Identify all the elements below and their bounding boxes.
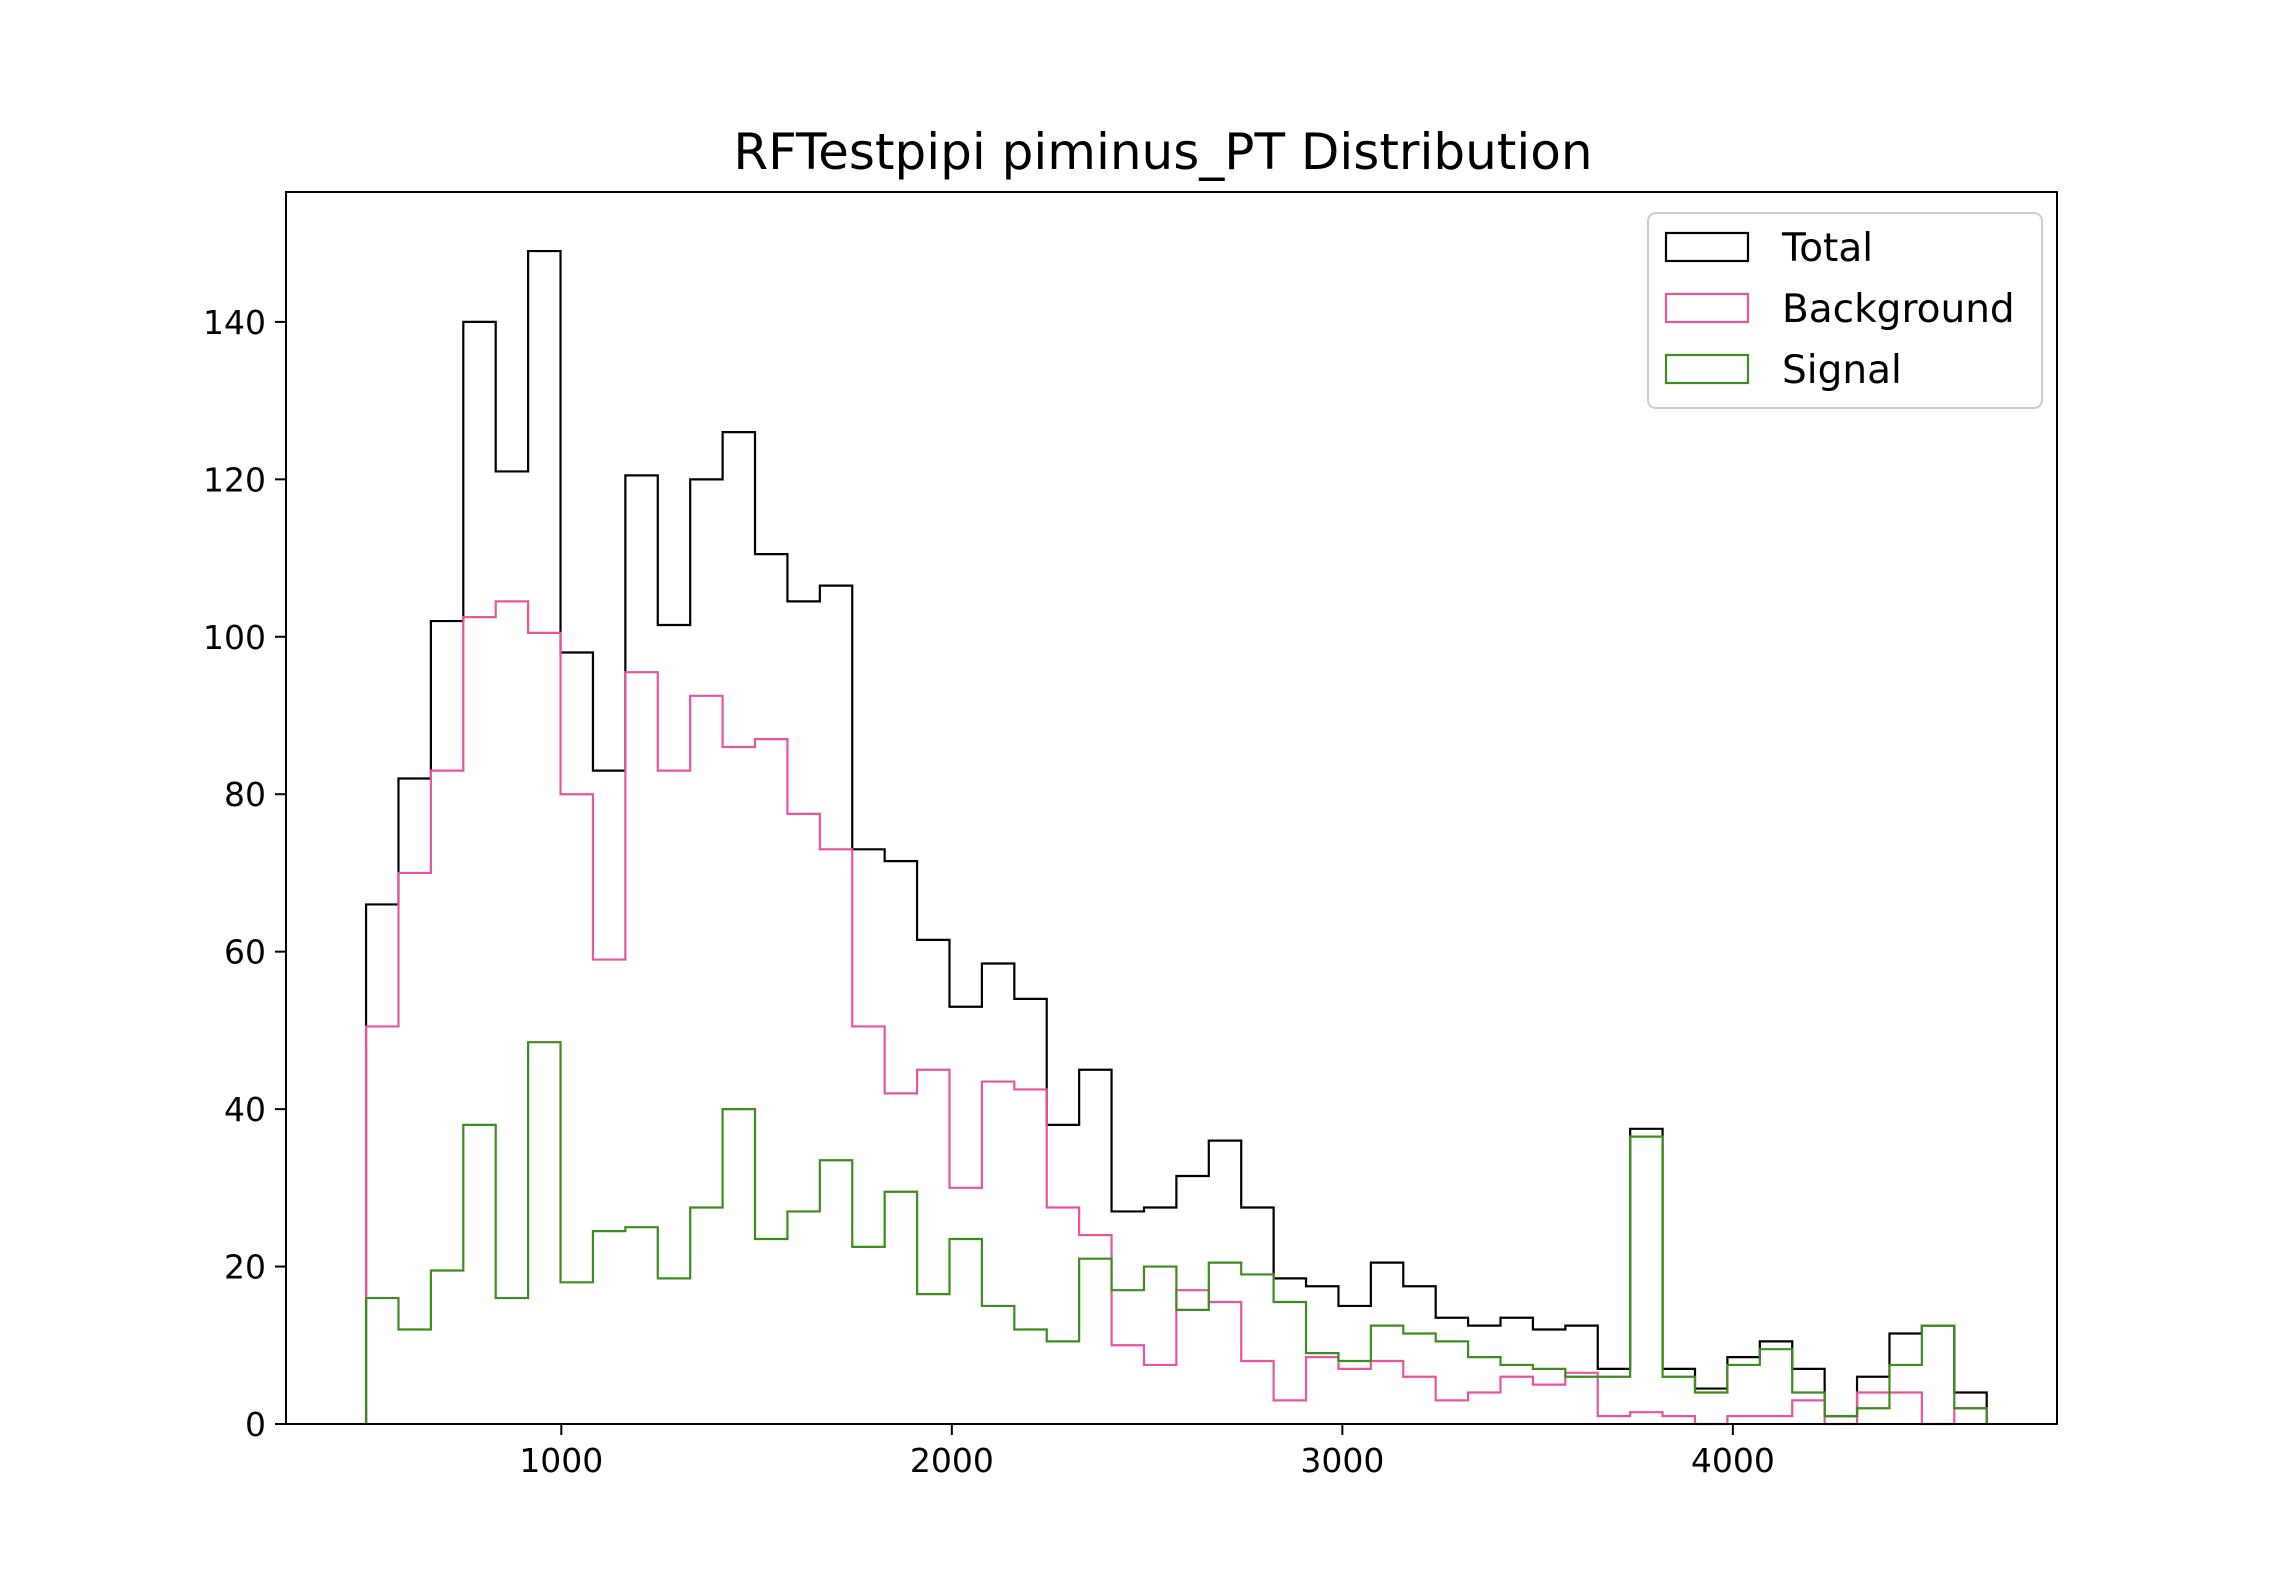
y-tick-label: 40 [224,1090,266,1129]
series-layer [364,249,1988,1426]
x-tick-label: 4000 [1691,1441,1775,1480]
legend-swatch-total [1664,231,1750,263]
y-tick-label: 80 [224,775,266,814]
legend: Total Background Signal [1647,212,2043,409]
legend-label-total: Total [1781,226,1873,271]
y-tick-label: 20 [224,1248,266,1287]
legend-swatch-background [1664,292,1750,324]
plot-frame [285,191,2058,1425]
y-axis: 0 20 40 60 80 100 120 140 [203,303,286,1444]
legend-label-background: Background [1782,287,2015,332]
series-background [364,600,1988,1426]
histogram-step-signal [364,1041,1988,1424]
legend-label-signal: Signal [1782,348,1902,393]
legend-swatch-signal [1664,353,1750,385]
chart-title: RFTestpipi piminus_PT Distribution [733,123,1592,181]
x-tick-label: 3000 [1300,1441,1384,1480]
x-tick-label: 2000 [910,1441,994,1480]
x-axis: 1000 2000 3000 4000 [519,1424,1775,1480]
series-signal [364,1041,1988,1424]
y-tick-label: 120 [203,460,266,499]
y-tick-label: 60 [224,933,266,972]
histogram-step-background [364,600,1988,1426]
y-tick-label: 100 [203,618,266,657]
y-tick-label: 0 [245,1405,266,1444]
x-tick-label: 1000 [519,1441,603,1480]
y-tick-label: 140 [203,303,266,342]
